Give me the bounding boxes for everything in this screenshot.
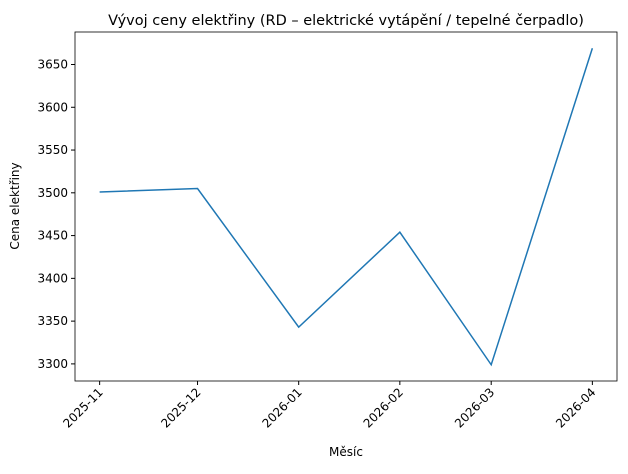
x-tick-label: 2025-11: [60, 385, 105, 430]
x-tick-label: 2025-12: [158, 385, 203, 430]
y-tick-label: 3600: [37, 100, 68, 114]
y-tick-label: 3550: [37, 143, 68, 157]
y-tick-label: 3350: [37, 314, 68, 328]
y-tick-label: 3500: [37, 186, 68, 200]
x-tick-label: 2026-04: [553, 385, 598, 430]
y-tick-label: 3300: [37, 357, 68, 371]
y-axis-label: Cena elektřiny: [8, 162, 22, 249]
line: [99, 48, 594, 367]
y-tick-label: 3400: [37, 271, 68, 285]
y-tick-label: 3450: [37, 229, 68, 243]
x-tick-label: 2026-01: [259, 385, 304, 430]
chart-title: Vývoj ceny elektřiny (RD – elektrické vy…: [108, 13, 584, 29]
x-tick-label: 2026-03: [452, 385, 497, 430]
plot-frame: [74, 31, 618, 382]
x-tick-label: 2026-02: [361, 385, 406, 430]
x-axis-label: Měsíc: [329, 445, 363, 459]
y-tick-label: 3650: [37, 58, 68, 72]
